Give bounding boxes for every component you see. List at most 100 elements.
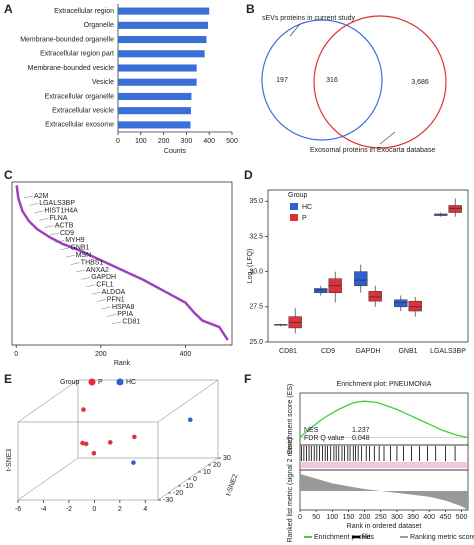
x-tick-label: 400 xyxy=(423,514,435,521)
legend-swatch xyxy=(290,203,298,210)
label-pointer xyxy=(75,269,86,273)
panel-letter: F xyxy=(244,372,251,386)
bar xyxy=(118,78,197,86)
category-label: Membrane-bounded vesicle xyxy=(28,65,114,72)
category-label: Extracellular region xyxy=(54,8,114,15)
protein-label: HIST1H4A xyxy=(44,208,78,215)
protein-label: CD81 xyxy=(122,319,140,326)
protein-label: THBS1 xyxy=(81,259,104,266)
x-tick-label: -6 xyxy=(15,506,21,513)
panel-letter: D xyxy=(244,168,253,182)
y2-axis-label: Ranked list metric (signal 2 noise) xyxy=(287,437,294,542)
x-tick-label: 300 xyxy=(181,138,193,145)
count-label: 3,686 xyxy=(411,79,429,86)
point xyxy=(91,450,97,456)
protein-label: GAPDH xyxy=(91,274,116,281)
y-tick-label: 0 xyxy=(193,476,197,483)
legend-label: HC xyxy=(302,204,312,211)
y-axis-label: t-SNE2 xyxy=(225,473,239,497)
x-tick-label: 200 xyxy=(95,351,107,358)
point xyxy=(80,440,85,446)
y-tick-label: -30 xyxy=(163,497,173,504)
bar xyxy=(118,121,191,129)
protein-label: ACTB xyxy=(55,222,74,229)
panel-letter: E xyxy=(4,372,12,386)
label-pointer xyxy=(96,299,106,302)
protein-label: GNB1 xyxy=(70,245,89,252)
x-tick-label: 100 xyxy=(135,138,147,145)
y-tick-label: 10 xyxy=(203,469,211,476)
category-label: Organelle xyxy=(84,22,114,29)
x-tick-label: GAPDH xyxy=(356,348,381,355)
x-tick-label: 150 xyxy=(343,514,355,521)
x-tick-label: -4 xyxy=(40,506,46,513)
bar xyxy=(118,50,205,58)
legend-label: Ranking metric scores xyxy=(410,534,474,541)
x-tick-label: 400 xyxy=(203,138,215,145)
count-label: 197 xyxy=(276,77,288,84)
box xyxy=(408,300,422,312)
category-label: Extracellular vesicle xyxy=(52,108,114,115)
plot-title: Enrichment plot: PNEUMONIA xyxy=(337,381,432,388)
y-axis-label: Enrichment score (ES) xyxy=(287,384,294,454)
box xyxy=(448,205,462,213)
set-label: sEVs proteins in current study xyxy=(262,15,355,22)
box xyxy=(314,288,328,293)
hits-gradient xyxy=(300,462,468,468)
category-label: Extracellular exosome xyxy=(45,122,114,129)
protein-label: PPIA xyxy=(117,311,133,318)
legend-label: Hits xyxy=(362,534,375,541)
y-tick-label: 30 xyxy=(223,455,231,462)
point xyxy=(83,441,89,447)
label-pointer xyxy=(60,247,70,250)
point xyxy=(107,440,113,445)
y-tick-label: 25.0 xyxy=(249,339,263,346)
x-tick-label: 4 xyxy=(143,506,147,513)
label-pointer xyxy=(91,292,101,295)
x-tick-label: 0 xyxy=(14,351,18,358)
bar xyxy=(118,7,210,15)
bar xyxy=(118,107,191,115)
point xyxy=(132,434,137,440)
category-label: Extracellular organelle xyxy=(45,93,114,100)
x-tick-label: 400 xyxy=(180,351,192,358)
protein-label: ANXA2 xyxy=(86,267,109,274)
label-pointer xyxy=(55,240,65,243)
y-tick-label: -10 xyxy=(183,483,193,490)
protein-label: CD9 xyxy=(60,230,74,237)
stat-label: NES xyxy=(304,427,319,434)
legend-label: P xyxy=(98,379,103,386)
bar xyxy=(118,92,192,100)
category-label: Membrane-bounded organelle xyxy=(20,36,114,43)
x-tick-label: CD81 xyxy=(279,348,297,355)
protein-label: PFN1 xyxy=(107,296,125,303)
label-pointer xyxy=(65,255,75,258)
protein-label: CFL1 xyxy=(96,282,113,289)
box xyxy=(394,299,408,308)
x-tick-label: 0 xyxy=(92,506,96,513)
x-tick-label: 500 xyxy=(226,138,238,145)
y-tick-label: 32.5 xyxy=(249,233,263,240)
x-tick-label: 350 xyxy=(407,514,419,521)
panel-letter: A xyxy=(4,2,13,16)
legend-title: Group xyxy=(288,192,308,199)
x-axis-label: Rank in ordered dataset xyxy=(347,523,422,530)
panel-letter: C xyxy=(4,168,13,182)
x-tick-label: 0 xyxy=(298,514,302,521)
protein-label: ALDOA xyxy=(102,289,126,296)
label-pointer xyxy=(112,321,122,324)
protein-label: MYH9 xyxy=(65,237,85,244)
x-tick-label: GNB1 xyxy=(398,348,417,355)
label-pointer xyxy=(44,225,54,228)
es-curve xyxy=(299,400,469,439)
box xyxy=(368,291,382,302)
label-pointer xyxy=(29,203,39,206)
x-axis-label: Rank xyxy=(114,360,131,367)
protein-label: HSPA8 xyxy=(112,304,135,311)
x-axis-label: Counts xyxy=(164,148,187,155)
x-tick-label: 2 xyxy=(118,506,122,513)
x-tick-label: LGALS3BP xyxy=(430,348,466,355)
label-pointer xyxy=(34,210,44,213)
y-tick-label: 20 xyxy=(213,462,221,469)
